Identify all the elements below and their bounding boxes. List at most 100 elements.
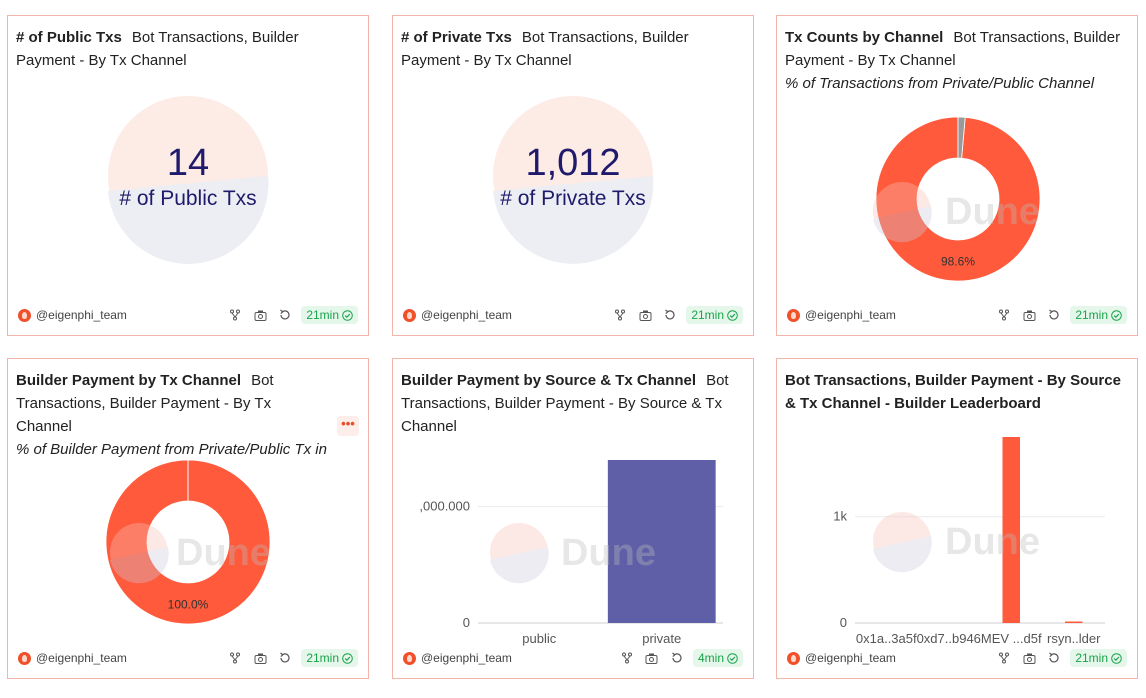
refresh-icon[interactable] (277, 307, 293, 323)
x-tick-label: MEV ...d5f (981, 631, 1042, 646)
author-link[interactable]: @eigenphi_team (36, 651, 127, 665)
author-link[interactable]: @eigenphi_team (421, 308, 512, 322)
dune-watermark: Dune (490, 523, 656, 584)
y-tick-label: 0 (840, 615, 847, 630)
author-link[interactable]: @eigenphi_team (805, 651, 896, 665)
counter-label: # of Public Txs (119, 187, 257, 210)
card-footer: @eigenphi_team 21min (787, 647, 1127, 669)
card-tx-counts-by-channel: Tx Counts by Channel Bot Transactions, Bu… (776, 15, 1138, 336)
pie-data-label: 100.0% (168, 598, 209, 612)
refresh-icon[interactable] (1046, 307, 1062, 323)
fork-icon[interactable] (227, 650, 243, 666)
y-tick-label: 1k (833, 509, 847, 524)
card-footer: @eigenphi_team 21min (18, 304, 358, 326)
avatar[interactable] (18, 308, 31, 322)
fork-icon[interactable] (619, 650, 635, 666)
x-tick-label: rsyn..lder (1047, 631, 1101, 646)
bar-chart: 0 1k 0x1a..3a5f 0xd7..b946 MEV ...d5f rsyn..l… (833, 437, 1105, 646)
dune-watermark: Dune (873, 512, 1040, 573)
visualization-title[interactable]: # of Public Txs (16, 29, 122, 46)
card-footer: @eigenphi_team 21min (403, 304, 743, 326)
camera-icon[interactable] (1021, 650, 1037, 666)
check-circle-icon (342, 309, 353, 321)
y-tick-label: ,000.000 (419, 499, 470, 514)
camera-icon[interactable] (644, 650, 660, 666)
card-builder-leaderboard: Bot Transactions, Builder Payment - By S… (776, 358, 1138, 679)
card-private-txs: # of Private Txs Bot Transactions, Builde… (392, 15, 754, 336)
visualization-title[interactable]: Builder Payment by Tx Channel (16, 372, 242, 389)
card-title: # of Private Txs Bot Transactions, Builde… (401, 26, 745, 72)
freshness-text: 21min (306, 308, 339, 322)
query-name[interactable]: Bot Transactions, Builder Payment - By T… (16, 29, 299, 69)
fork-icon[interactable] (996, 307, 1012, 323)
freshness-text: 21min (1075, 651, 1108, 665)
visualization-title[interactable]: Tx Counts by Channel (785, 29, 944, 46)
avatar[interactable] (18, 651, 31, 665)
check-circle-icon (342, 652, 353, 664)
bar-MEV ...d5f (1002, 437, 1020, 623)
avatar[interactable] (787, 308, 800, 322)
fork-icon[interactable] (996, 650, 1012, 666)
pie-slice-private (105, 459, 271, 625)
camera-icon[interactable] (252, 307, 268, 323)
card-title: # of Public Txs Bot Transactions, Builder… (16, 26, 360, 72)
visualization-title[interactable]: # of Private Txs (401, 29, 512, 46)
refresh-icon[interactable] (669, 650, 685, 666)
refresh-icon[interactable] (662, 307, 678, 323)
card-footer: @eigenphi_team 21min (18, 647, 358, 669)
query-name[interactable]: Bot Transactions, Builder Payment - By S… (401, 372, 729, 435)
freshness-badge: 4min (692, 649, 743, 667)
y-tick-label: 0 (463, 615, 470, 630)
refresh-icon[interactable] (277, 650, 293, 666)
freshness-text: 4min (697, 651, 724, 665)
freshness-badge: 21min (1070, 649, 1127, 667)
dune-watermark: Dune (873, 182, 1040, 243)
freshness-badge: 21min (686, 306, 743, 324)
check-circle-icon (1111, 652, 1122, 664)
bar-private (607, 460, 716, 623)
query-name[interactable]: Bot Transactions, Builder Payment - By T… (401, 29, 689, 69)
author-link[interactable]: @eigenphi_team (805, 308, 896, 322)
watermark-text: Dune (561, 532, 656, 574)
freshness-badge: 21min (301, 306, 358, 324)
donut-chart: 98.6% Dune (873, 116, 1041, 282)
visualization-title[interactable]: Builder Payment by Source & Tx Channel (401, 372, 697, 389)
x-tick-label: private (642, 631, 681, 646)
freshness-badge: 21min (1070, 306, 1127, 324)
chart-subtitle: % of Builder Payment from Private/Public… (16, 441, 327, 458)
card-title: Builder Payment by Source & Tx Channel Bo… (401, 369, 745, 438)
card-title: Tx Counts by Channel Bot Transactions, Bu… (785, 26, 1129, 95)
watermark-text: Dune (176, 532, 271, 574)
watermark-text: Dune (945, 521, 1040, 563)
check-circle-icon (727, 309, 738, 321)
pie-slice-private (875, 116, 1041, 282)
author-link[interactable]: @eigenphi_team (421, 651, 512, 665)
watermark-text: Dune (945, 191, 1040, 233)
dune-watermark: Dune (110, 523, 271, 584)
query-name[interactable]: Bot Transactions, Builder Payment - By T… (785, 29, 1121, 69)
avatar[interactable] (403, 308, 416, 322)
fork-icon[interactable] (612, 307, 628, 323)
counter-background-logo (108, 96, 269, 264)
fork-icon[interactable] (227, 307, 243, 323)
pie-data-label: 98.6% (941, 255, 975, 269)
camera-icon[interactable] (252, 650, 268, 666)
camera-icon[interactable] (1021, 307, 1037, 323)
bar-chart: 0 ,000.000 public private Dune (419, 460, 723, 646)
card-builder-payment-by-source: Builder Payment by Source & Tx Channel Bo… (392, 358, 754, 679)
counter-label: # of Private Txs (500, 187, 646, 210)
check-circle-icon (727, 652, 738, 664)
query-name[interactable]: Bot Transactions, Builder Payment - By T… (16, 372, 274, 435)
author-link[interactable]: @eigenphi_team (36, 308, 127, 322)
freshness-text: 21min (691, 308, 724, 322)
visualization-title[interactable]: Bot Transactions, Builder Payment - By S… (785, 372, 1121, 412)
refresh-icon[interactable] (1046, 650, 1062, 666)
camera-icon[interactable] (637, 307, 653, 323)
avatar[interactable] (787, 651, 800, 665)
more-options-button[interactable]: ••• (337, 416, 359, 436)
avatar[interactable] (403, 651, 416, 665)
chart-subtitle: % of Transactions from Private/Public Ch… (785, 75, 1095, 92)
donut-chart: 100.0% Dune (105, 459, 271, 625)
card-footer: @eigenphi_team 21min (787, 304, 1127, 326)
pie-slice-public (957, 116, 966, 159)
